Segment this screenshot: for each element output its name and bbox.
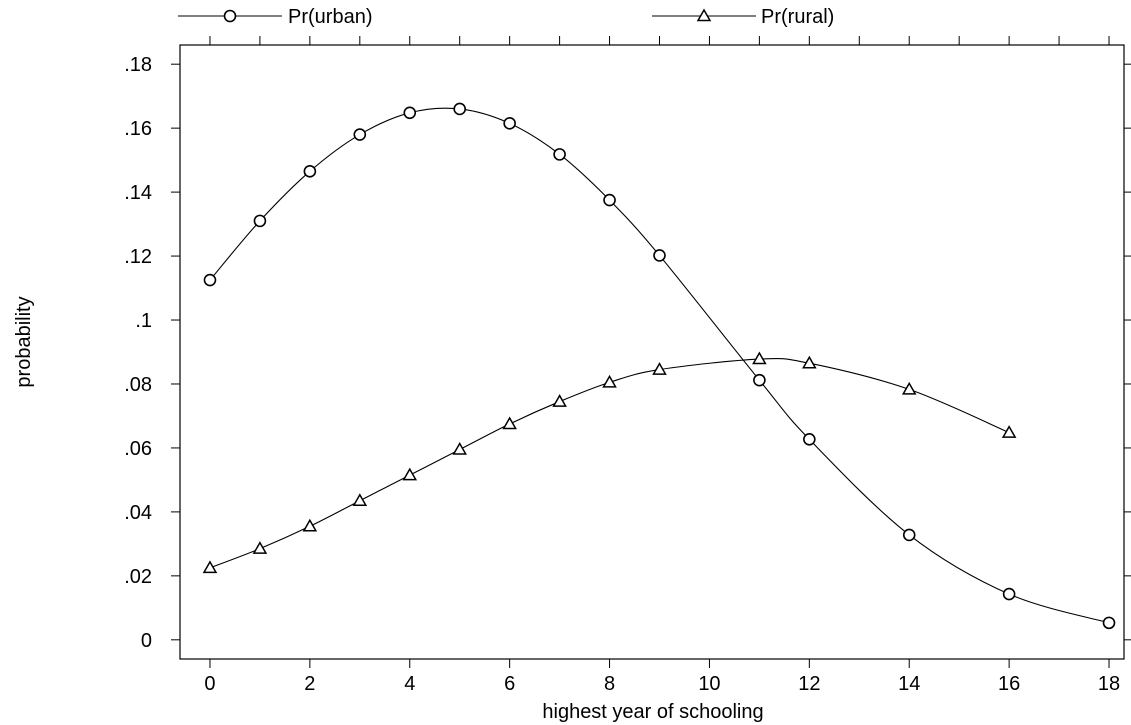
data-point-rural — [652, 362, 667, 375]
y-tick-label: .12 — [124, 246, 152, 268]
y-tick-label: .1 — [135, 310, 152, 332]
legend: Pr(urban) Pr(rural) — [178, 6, 834, 28]
data-point-rural — [552, 394, 567, 407]
data-point-urban — [353, 128, 367, 141]
data-point-rural — [302, 518, 318, 532]
legend-label-urban: Pr(urban) — [288, 6, 372, 28]
y-tick-label: .02 — [124, 566, 152, 588]
data-point-rural — [502, 416, 517, 430]
y-tick-label: .16 — [124, 118, 152, 140]
data-point-rural — [602, 374, 617, 388]
data-point-rural — [352, 493, 368, 506]
data-point-urban — [453, 102, 467, 116]
x-tick-label: 18 — [1098, 673, 1120, 695]
y-tick-label: .14 — [124, 182, 152, 204]
data-point-urban — [253, 214, 267, 228]
data-point-urban — [403, 106, 417, 120]
data-point-rural — [802, 355, 817, 369]
y-tick-label: .04 — [124, 502, 152, 524]
series-markers — [202, 102, 1116, 630]
data-point-rural — [901, 381, 917, 395]
x-axis-label: highest year of schooling — [542, 701, 763, 723]
data-point-rural — [452, 442, 467, 455]
data-point-rural — [202, 560, 218, 574]
x-tick-label: 8 — [604, 673, 615, 695]
data-point-urban — [303, 165, 317, 178]
y-axis-label: probability — [13, 296, 35, 387]
x-tick-label: 16 — [998, 673, 1020, 695]
x-tick-label: 2 — [304, 673, 315, 695]
data-point-rural — [402, 467, 418, 481]
legend-marker-rural — [696, 8, 712, 22]
x-tick-label: 14 — [898, 673, 920, 695]
x-tick-label: 10 — [698, 673, 720, 695]
series-line-rural — [209, 357, 1010, 569]
x-tick-label: 4 — [404, 673, 415, 695]
data-point-urban — [653, 249, 666, 262]
data-point-rural — [752, 351, 767, 365]
data-point-rural — [1001, 425, 1017, 438]
x-tick-label: 12 — [798, 673, 820, 695]
data-point-urban — [503, 117, 516, 130]
data-point-urban — [753, 373, 766, 387]
axes: 0 2 4 6 8 10 12 14 16 18 0 .02 .04 .06 .08 .1 .12 .14 .16.… — [124, 36, 1131, 695]
y-tick-label: .06 — [124, 438, 152, 460]
plot-frame — [179, 44, 1125, 660]
data-point-urban — [1002, 587, 1016, 601]
x-tick-label: 6 — [504, 673, 515, 695]
data-point-urban — [902, 528, 916, 542]
data-point-rural — [252, 541, 268, 554]
y-tick-label: .18 — [124, 54, 152, 76]
y-tick-label: .08 — [124, 374, 152, 396]
data-point-urban — [803, 433, 816, 446]
data-point-urban — [203, 273, 217, 287]
y-tick-label: 0 — [141, 630, 152, 652]
data-point-urban — [553, 148, 566, 161]
data-point-urban — [603, 193, 616, 207]
x-tick-label: 0 — [204, 673, 215, 695]
legend-label-rural: Pr(rural) — [761, 6, 834, 28]
data-point-urban — [1102, 616, 1116, 630]
legend-marker-urban — [223, 9, 237, 23]
